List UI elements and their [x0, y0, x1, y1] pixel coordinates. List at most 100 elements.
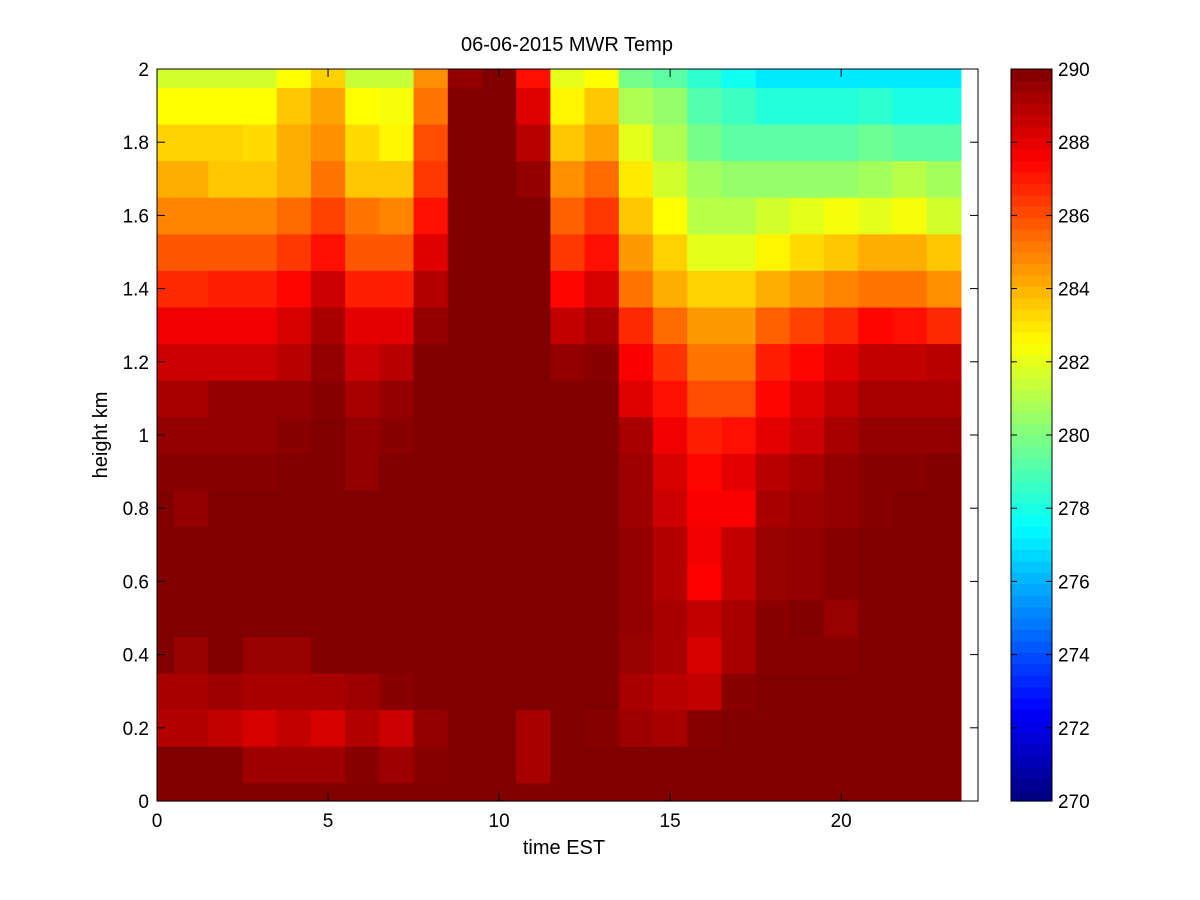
heatmap-cell: [584, 636, 620, 674]
heatmap-cell: [653, 636, 688, 674]
heatmap-cell: [413, 599, 449, 637]
heatmap-cell: [310, 636, 346, 674]
heatmap-cell: [618, 123, 654, 162]
heatmap-cell: [174, 343, 209, 381]
heatmap-cell: [242, 746, 278, 784]
heatmap-cell: [584, 489, 620, 528]
heatmap-cell: [157, 636, 175, 674]
heatmap-cell: [789, 160, 825, 198]
heatmap-cell: [413, 160, 449, 198]
y-tick-label: 1.4: [123, 280, 150, 301]
heatmap-cell: [789, 306, 825, 345]
heatmap-cell: [345, 160, 380, 198]
heatmap-cell: [174, 672, 209, 711]
heatmap-cell: [174, 160, 209, 198]
heatmap-cell: [550, 87, 586, 125]
heatmap-cell: [926, 197, 962, 235]
heatmap-cell: [926, 160, 962, 198]
colorbar-segment: [1011, 743, 1052, 756]
heatmap-cell: [755, 87, 791, 125]
heatmap-cell: [926, 87, 962, 125]
heatmap-cell: [481, 709, 517, 747]
heatmap-cell: [310, 69, 346, 88]
heatmap-cell: [345, 636, 380, 674]
colorbar-segment: [1011, 492, 1052, 505]
heatmap-cell: [721, 270, 757, 308]
colorbar-segment: [1011, 606, 1052, 619]
heatmap-cell: [892, 343, 928, 381]
heatmap-cell: [721, 782, 757, 802]
heatmap-cell: [550, 746, 586, 784]
heatmap-cell: [892, 526, 928, 564]
colorbar-segment: [1011, 400, 1052, 413]
heatmap-cell: [653, 270, 688, 308]
heatmap-cell: [687, 380, 723, 418]
heatmap-cell: [926, 233, 962, 271]
heatmap-cell: [481, 69, 517, 88]
heatmap-cell: [687, 526, 723, 564]
heatmap-cell: [926, 270, 962, 308]
heatmap-cell: [789, 416, 825, 454]
heatmap-cell: [550, 636, 586, 674]
heatmap-cell: [447, 709, 483, 747]
heatmap-cell: [653, 782, 688, 802]
heatmap-cell: [157, 87, 175, 125]
heatmap-cell: [618, 306, 654, 345]
colorbar-segment: [1011, 194, 1052, 207]
heatmap-cell: [755, 672, 791, 711]
x-axis-label: time EST: [523, 837, 605, 859]
heatmap-cell: [926, 526, 962, 564]
heatmap-cell: [345, 453, 380, 491]
heatmap-cell: [447, 123, 483, 162]
heatmap-cell: [242, 233, 278, 271]
colorbar-segment: [1011, 160, 1052, 173]
heatmap-cell: [413, 416, 449, 454]
heatmap-cell: [208, 197, 244, 235]
heatmap-cell: [618, 489, 654, 528]
heatmap-cell: [481, 197, 517, 235]
y-tick-label: 1.8: [123, 133, 149, 154]
heatmap-cell: [208, 746, 244, 784]
heatmap-cell: [516, 123, 551, 162]
heatmap-cell: [310, 87, 346, 125]
colorbar-segment: [1011, 686, 1052, 699]
heatmap-cell: [687, 233, 723, 271]
heatmap-cell: [413, 343, 449, 381]
heatmap-cell: [618, 69, 654, 88]
heatmap-cell: [379, 233, 415, 271]
y-tick-label: 0.6: [123, 572, 149, 593]
heatmap-cell: [157, 380, 175, 418]
heatmap-cell: [755, 160, 791, 198]
heatmap-cell: [892, 306, 928, 345]
heatmap-cell: [755, 453, 791, 491]
y-tick-label: 1.2: [123, 353, 149, 374]
heatmap-cell: [379, 526, 415, 564]
heatmap-cell: [242, 636, 278, 674]
heatmap-cell: [824, 69, 859, 88]
heatmap-cell: [310, 599, 346, 637]
heatmap-cell: [926, 672, 962, 711]
heatmap-cell: [789, 636, 825, 674]
heatmap-cell: [926, 746, 962, 784]
heatmap-cell: [584, 526, 620, 564]
heatmap-cell: [721, 636, 757, 674]
heatmap-cell: [276, 563, 312, 601]
colorbar-segment: [1011, 103, 1052, 116]
heatmap-cell: [789, 563, 825, 601]
heatmap-cell: [721, 160, 757, 198]
heatmap-cell: [174, 489, 209, 528]
heatmap-cell: [481, 87, 517, 125]
colorbar-segment: [1011, 332, 1052, 345]
heatmap-cell: [789, 87, 825, 125]
y-tick-label: 2: [138, 60, 149, 81]
heatmap-cell: [379, 672, 415, 711]
heatmap-cell: [447, 636, 483, 674]
heatmap-cell: [447, 416, 483, 454]
heatmap-cell: [789, 123, 825, 162]
heatmap-cell: [618, 563, 654, 601]
heatmap-cell: [413, 746, 449, 784]
colorbar-segment: [1011, 343, 1052, 356]
heatmap-cell: [824, 306, 859, 345]
heatmap-cell: [345, 87, 380, 125]
heatmap-cell: [379, 746, 415, 784]
